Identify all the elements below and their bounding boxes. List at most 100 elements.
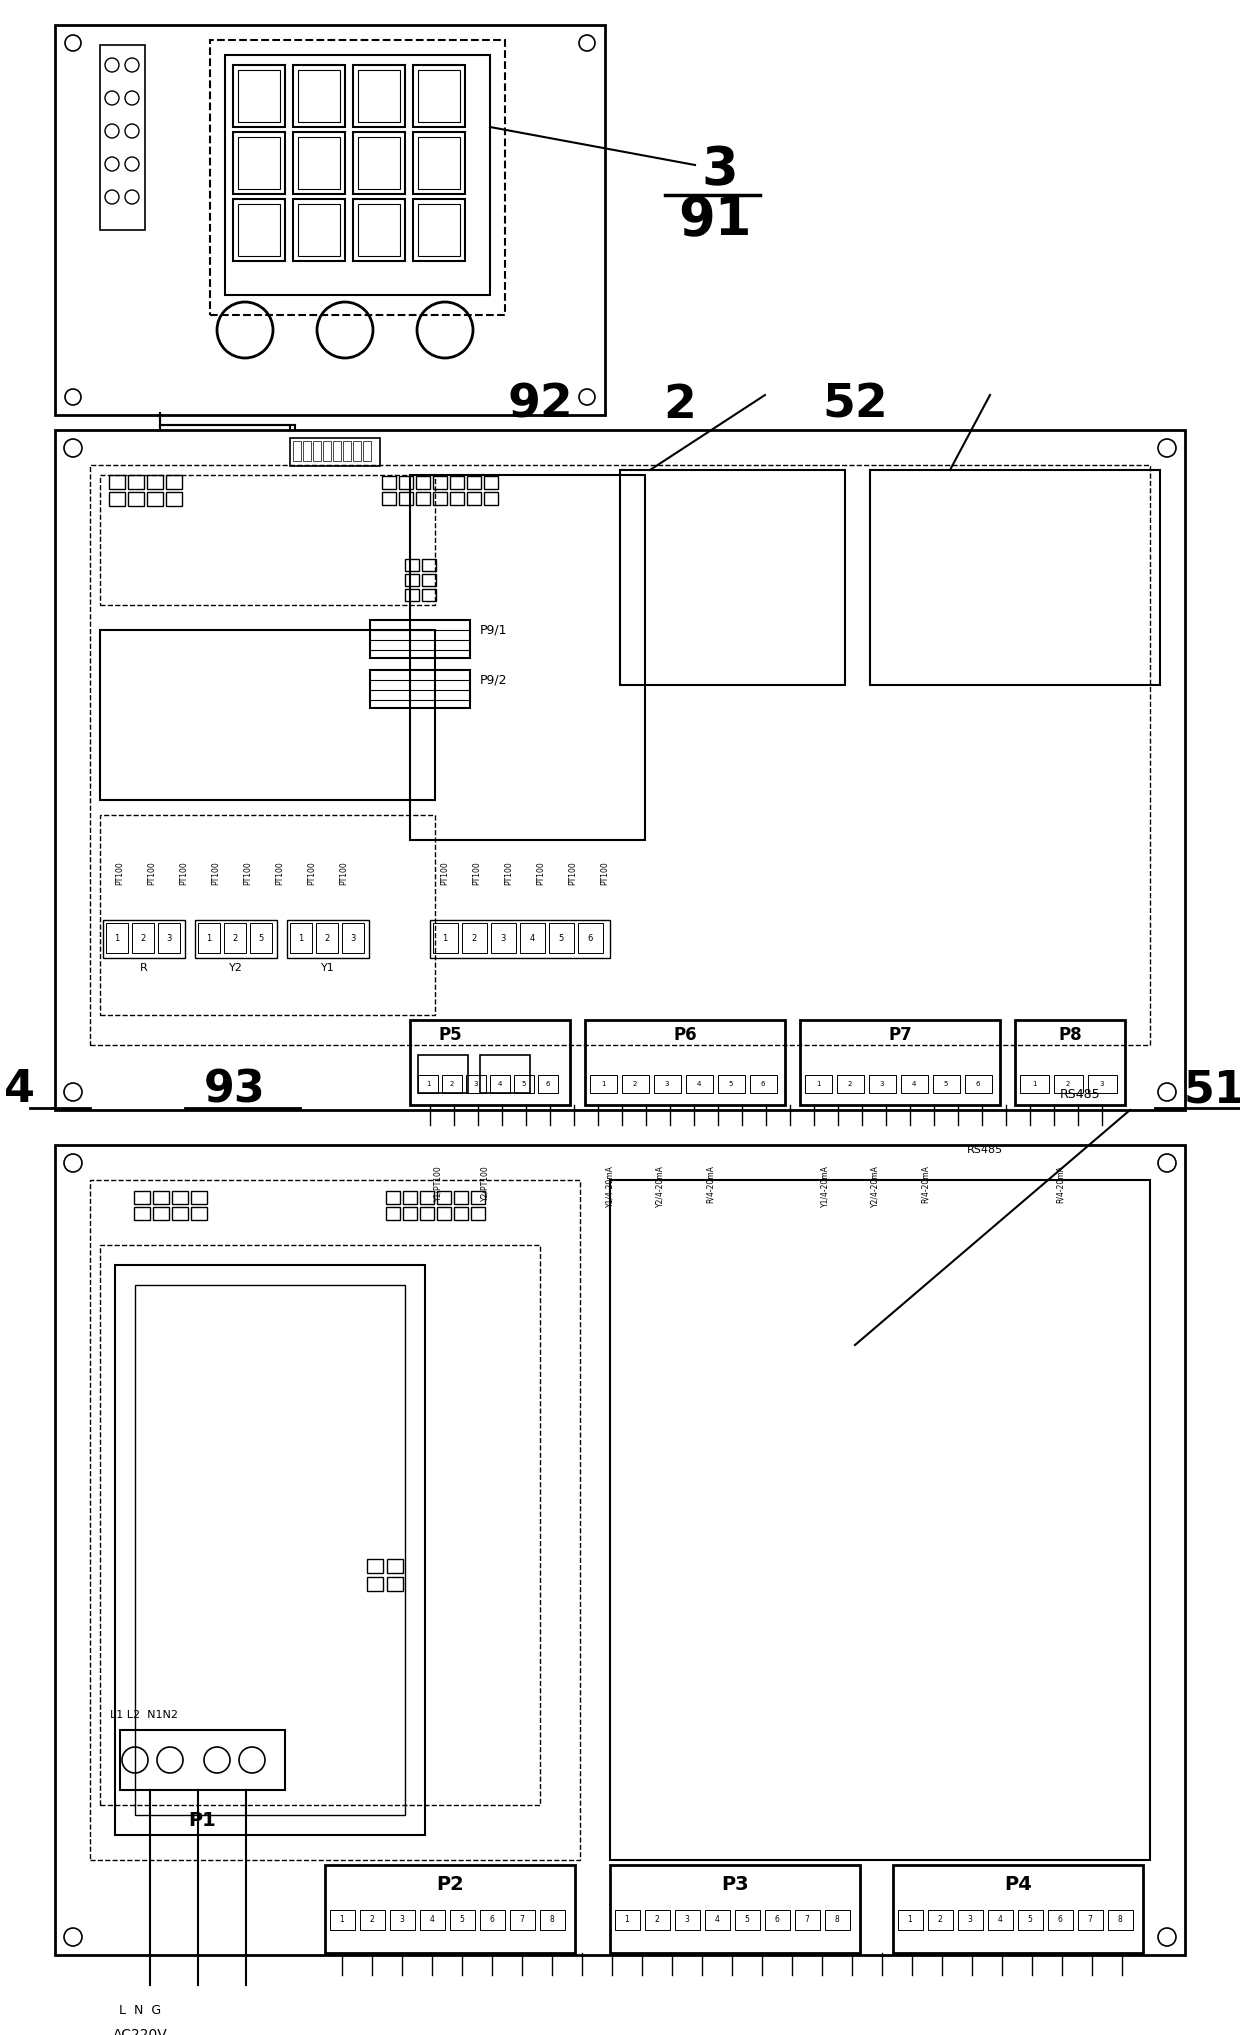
Bar — [454, 1207, 467, 1219]
Bar — [653, 1074, 681, 1093]
Bar — [413, 132, 465, 193]
Bar — [410, 474, 645, 840]
Bar — [520, 924, 546, 952]
Text: 51: 51 — [1184, 1068, 1240, 1111]
Bar — [430, 920, 610, 958]
Bar — [322, 442, 331, 462]
Bar — [932, 1074, 960, 1093]
Bar — [403, 1207, 417, 1219]
Bar — [387, 1559, 403, 1573]
Bar — [466, 1074, 486, 1093]
Bar — [491, 924, 516, 952]
Text: 3: 3 — [665, 1081, 670, 1087]
Bar — [1109, 1911, 1133, 1929]
Text: PT100: PT100 — [148, 861, 156, 885]
Bar — [420, 1911, 445, 1929]
Text: Y1/PT100: Y1/PT100 — [434, 1164, 443, 1201]
Bar — [436, 1190, 450, 1203]
Text: 1: 1 — [908, 1915, 913, 1925]
Text: 4: 4 — [997, 1915, 1002, 1925]
Text: 5: 5 — [744, 1915, 749, 1925]
Bar — [470, 1190, 485, 1203]
Text: 4: 4 — [529, 934, 534, 942]
Bar — [441, 1074, 463, 1093]
Bar — [622, 1074, 649, 1093]
Text: 2: 2 — [450, 1081, 454, 1087]
Text: L  N  G: L N G — [119, 2004, 161, 2017]
Text: P3: P3 — [722, 1876, 749, 1895]
Bar — [800, 1020, 999, 1105]
Bar — [490, 1074, 510, 1093]
Bar — [293, 132, 345, 193]
Text: 1: 1 — [816, 1081, 820, 1087]
Bar — [399, 492, 413, 505]
Text: 7: 7 — [1087, 1915, 1092, 1925]
Bar — [418, 136, 460, 189]
Bar — [450, 1911, 475, 1929]
Bar — [298, 204, 340, 256]
Bar — [286, 920, 370, 958]
Bar — [153, 1207, 169, 1219]
Bar — [298, 69, 340, 122]
Bar — [837, 1074, 864, 1093]
Bar — [988, 1911, 1013, 1929]
Bar — [404, 588, 419, 600]
Text: 6: 6 — [976, 1081, 981, 1087]
Bar — [353, 199, 405, 260]
Bar — [433, 924, 458, 952]
Bar — [436, 1207, 450, 1219]
Bar — [210, 41, 505, 315]
Bar — [353, 442, 361, 462]
Bar — [191, 1207, 207, 1219]
Bar — [134, 1190, 150, 1203]
Text: 2: 2 — [232, 934, 238, 942]
Bar — [343, 442, 351, 462]
Bar — [146, 492, 162, 505]
Bar — [610, 1864, 861, 1954]
Bar — [706, 1911, 730, 1929]
Bar — [198, 924, 219, 952]
Text: Y2: Y2 — [229, 963, 243, 973]
Bar — [484, 492, 498, 505]
Bar — [515, 1074, 534, 1093]
Bar — [413, 65, 465, 126]
Bar — [358, 69, 401, 122]
Bar — [463, 924, 487, 952]
Text: 6: 6 — [1058, 1915, 1063, 1925]
Text: 5: 5 — [944, 1081, 949, 1087]
Bar — [382, 492, 396, 505]
Bar — [410, 1020, 570, 1105]
Bar — [171, 1190, 187, 1203]
Text: PT100: PT100 — [308, 861, 316, 885]
Text: 5: 5 — [729, 1081, 733, 1087]
Bar — [293, 442, 301, 462]
Text: 7: 7 — [520, 1915, 525, 1925]
Text: PT100: PT100 — [115, 861, 124, 885]
Bar — [382, 476, 396, 488]
Bar — [316, 924, 339, 952]
Text: 1: 1 — [443, 934, 448, 942]
Bar — [419, 1190, 434, 1203]
Text: 6: 6 — [775, 1915, 780, 1925]
Bar — [898, 1911, 923, 1929]
Text: P4: P4 — [1004, 1876, 1032, 1895]
Text: PT100: PT100 — [243, 861, 253, 885]
Bar — [303, 442, 311, 462]
Bar — [91, 1180, 580, 1860]
Bar — [467, 492, 481, 505]
Text: 6: 6 — [588, 934, 593, 942]
Bar — [675, 1911, 701, 1929]
Bar — [100, 45, 145, 230]
Bar — [134, 1207, 150, 1219]
Text: Y2/4-20mA: Y2/4-20mA — [656, 1164, 665, 1207]
Bar — [120, 1730, 285, 1791]
Text: PT100: PT100 — [505, 861, 513, 885]
Bar — [290, 438, 379, 466]
Bar — [238, 204, 280, 256]
Bar — [109, 492, 124, 505]
Text: 3: 3 — [399, 1915, 404, 1925]
Text: Y2/PT100: Y2/PT100 — [481, 1164, 490, 1201]
Bar — [293, 199, 345, 260]
Text: 8: 8 — [549, 1915, 554, 1925]
Text: R: R — [140, 963, 148, 973]
